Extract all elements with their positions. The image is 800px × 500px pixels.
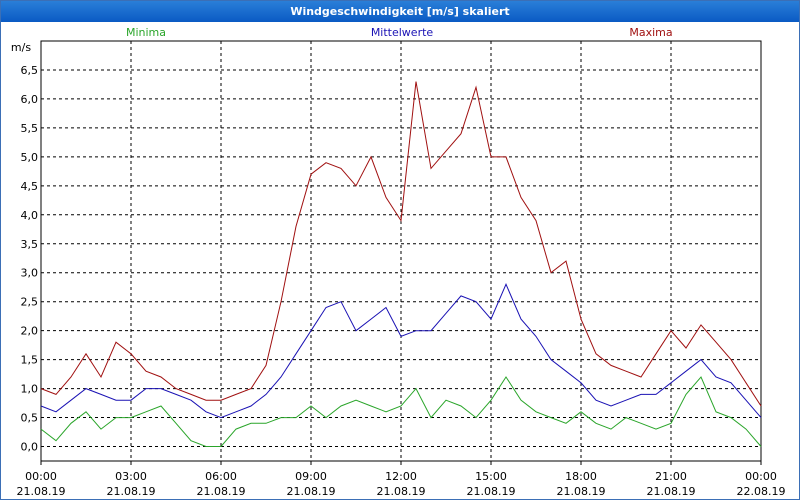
series-line-mittelwerte bbox=[40, 283, 762, 419]
x-tick-date: 22.08.19 bbox=[737, 485, 786, 498]
y-tick-label: 0,0 bbox=[21, 441, 39, 454]
y-tick-label: 5,0 bbox=[21, 151, 39, 164]
x-tick-date: 21.08.19 bbox=[557, 485, 606, 498]
x-tick-time: 15:00 bbox=[475, 470, 507, 483]
series-line-minima bbox=[40, 376, 762, 447]
y-tick-label: 3,0 bbox=[21, 267, 39, 280]
y-axis-label: m/s bbox=[11, 41, 31, 54]
y-tick-label: 2,5 bbox=[21, 296, 39, 309]
series-line-maxima bbox=[40, 81, 762, 407]
y-tick-label: 2,0 bbox=[21, 325, 39, 338]
x-tick-time: 00:00 bbox=[745, 470, 777, 483]
x-tick-time: 18:00 bbox=[565, 470, 597, 483]
y-tick-label: 1,0 bbox=[21, 383, 39, 396]
x-tick-date: 21.08.19 bbox=[197, 485, 246, 498]
axes: 0,0 0,5 1,0 1,5 2,0 2,5 3,0 3,5 4,0 4,5 5,0 5,5 6,0 6… bbox=[11, 40, 786, 498]
x-tick-date: 21.08.19 bbox=[17, 485, 66, 498]
x-tick-date: 21.08.19 bbox=[287, 485, 336, 498]
y-tick-label: 6,0 bbox=[21, 93, 39, 106]
x-tick-time: 09:00 bbox=[295, 470, 327, 483]
x-tick-date: 21.08.19 bbox=[467, 485, 516, 498]
y-tick-label: 5,5 bbox=[21, 122, 39, 135]
x-tick-time: 00:00 bbox=[25, 470, 57, 483]
legend: Minima Mittelwerte Maxima bbox=[126, 26, 673, 39]
grid bbox=[41, 41, 761, 461]
x-tick-time: 03:00 bbox=[115, 470, 147, 483]
y-tick-label: 6,5 bbox=[21, 64, 39, 77]
x-tick-date: 21.08.19 bbox=[647, 485, 696, 498]
x-tick-date: 21.08.19 bbox=[107, 485, 156, 498]
x-tick-time: 12:00 bbox=[385, 470, 417, 483]
legend-maxima: Maxima bbox=[629, 26, 672, 39]
y-tick-label: 4,0 bbox=[21, 209, 39, 222]
y-tick-label: 1,5 bbox=[21, 354, 39, 367]
x-tick-time: 06:00 bbox=[205, 470, 237, 483]
window-title: Windgeschwindigkeit [m/s] skaliert bbox=[1, 1, 799, 22]
y-tick-label: 4,5 bbox=[21, 180, 39, 193]
x-tick-date: 21.08.19 bbox=[377, 485, 426, 498]
series bbox=[40, 81, 762, 447]
y-tick-label: 0,5 bbox=[21, 412, 39, 425]
legend-minima: Minima bbox=[126, 26, 166, 39]
x-tick-time: 21:00 bbox=[655, 470, 687, 483]
y-tick-label: 3,5 bbox=[21, 238, 39, 251]
legend-mittelwerte: Mittelwerte bbox=[371, 26, 434, 39]
